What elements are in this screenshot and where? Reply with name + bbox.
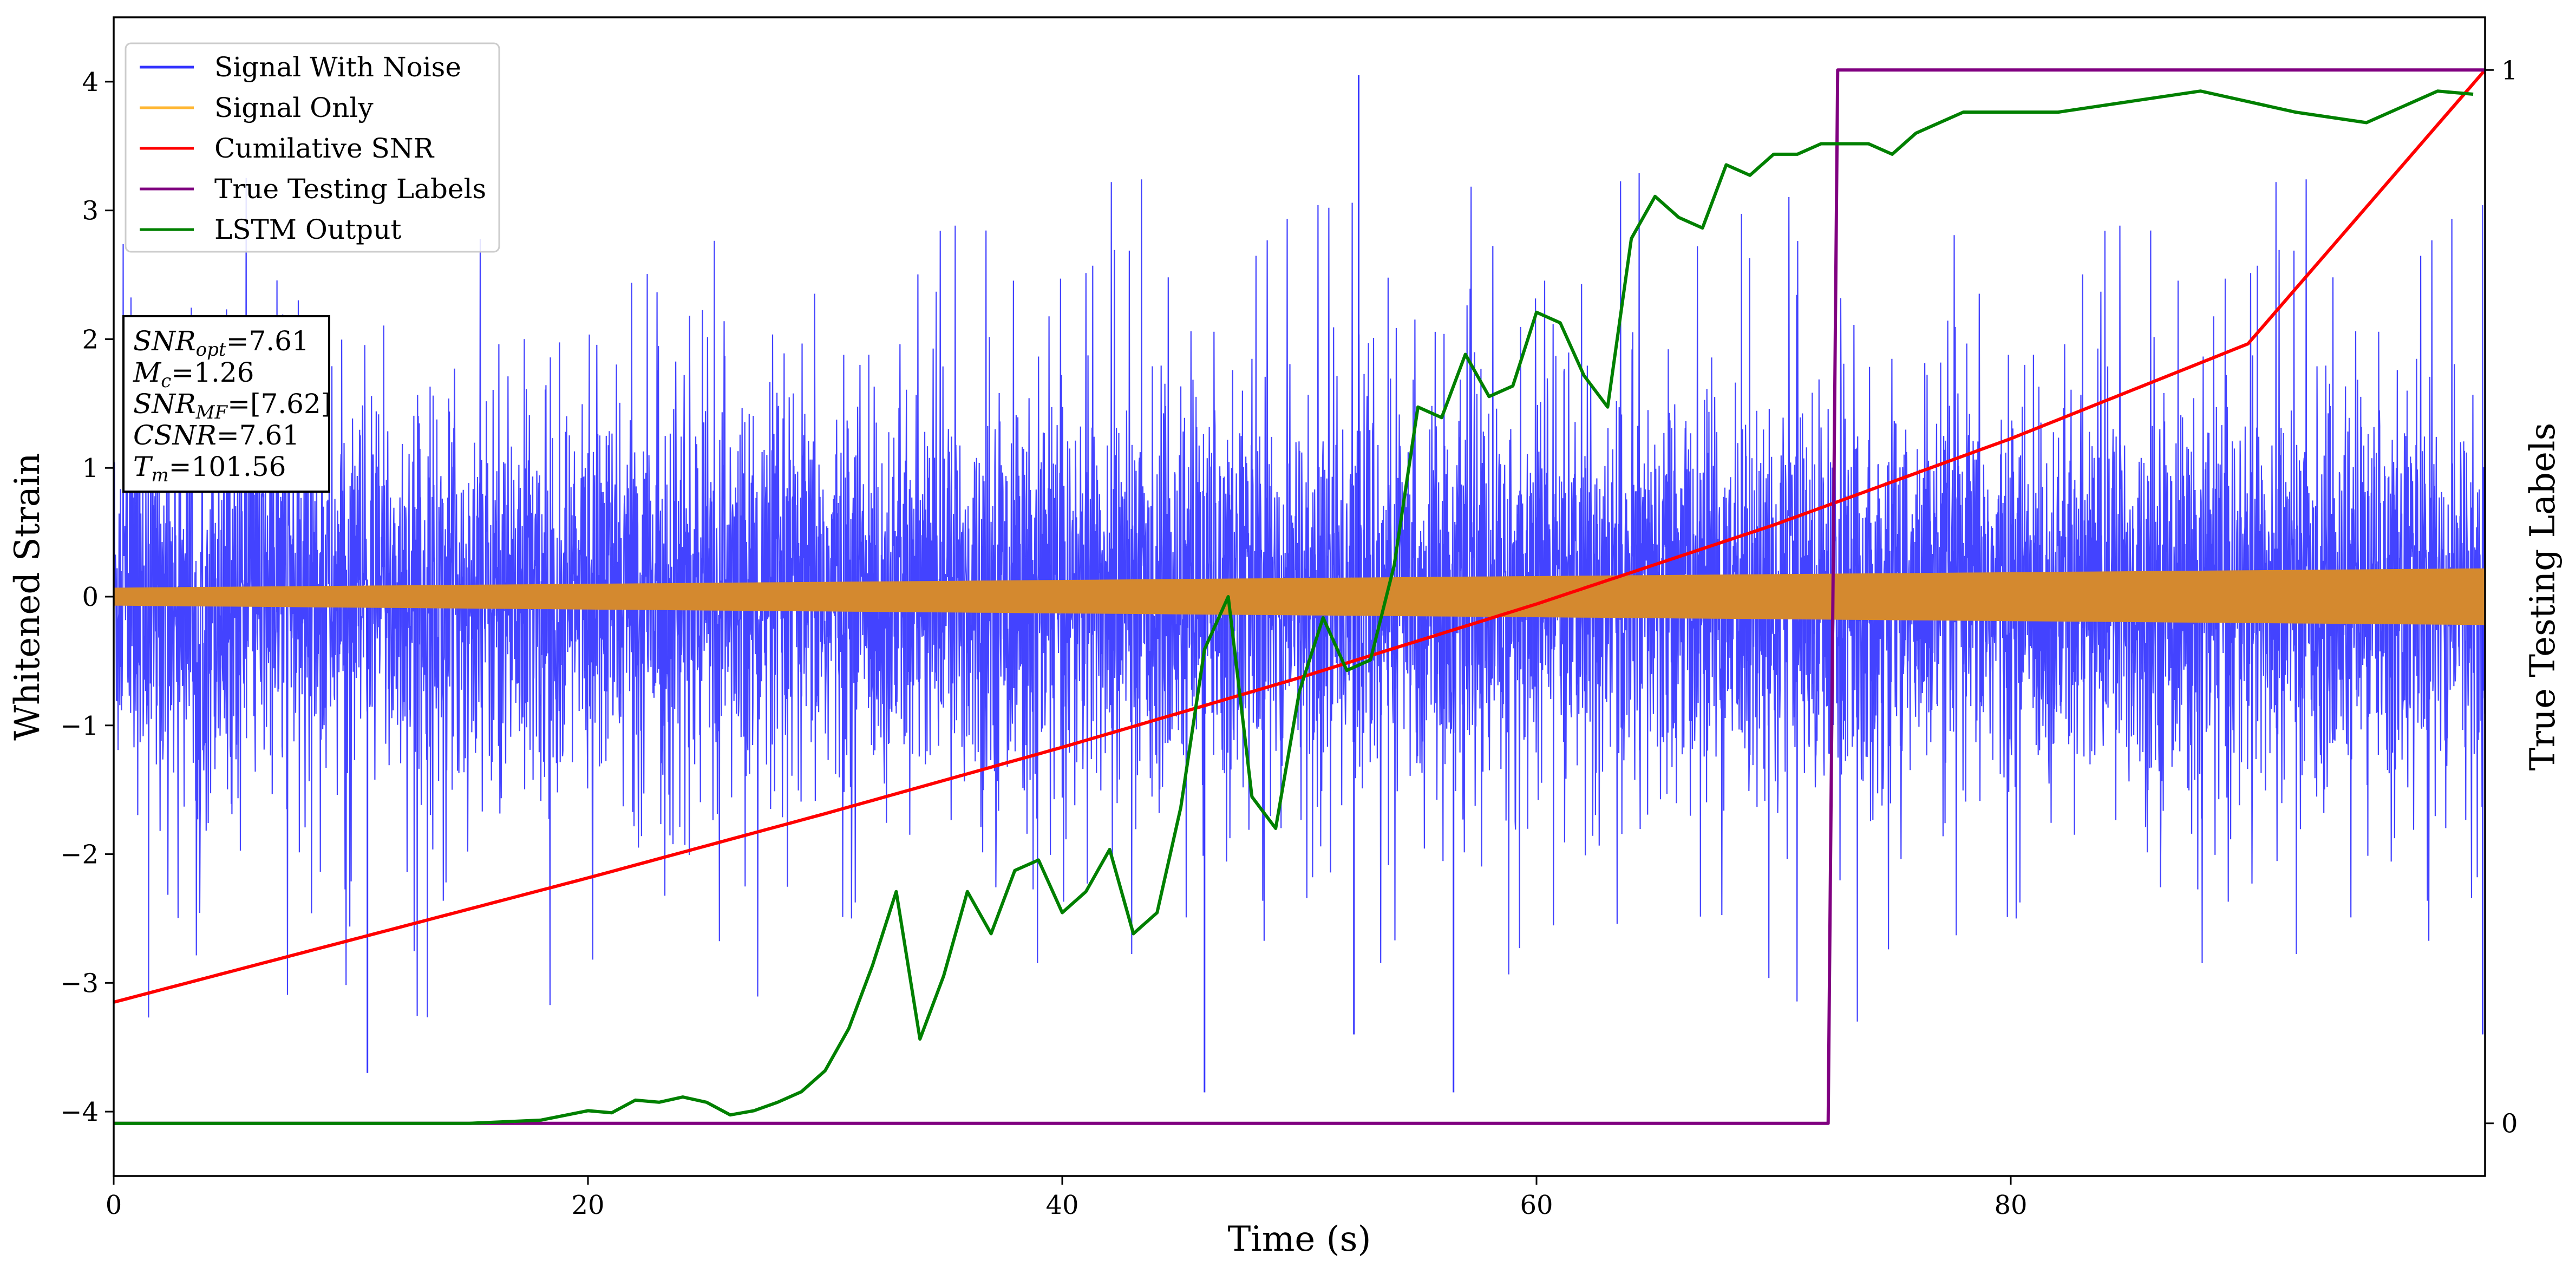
y-tick-label: 2 xyxy=(82,324,99,355)
info-line: Tm=101.56 xyxy=(133,451,286,486)
info-line: CSNR=7.61 xyxy=(133,420,299,451)
x-tick-label: 60 xyxy=(1520,1190,1553,1220)
x-tick-label: 0 xyxy=(106,1190,122,1220)
y2-tick-label: 0 xyxy=(2501,1109,2518,1139)
y-tick-label: −2 xyxy=(60,840,99,870)
signal-only-band xyxy=(114,568,2485,625)
y-axis-left: −4 −3 −2 −1 0 1 2 3 4 xyxy=(60,67,114,1127)
info-line: SNRopt=7.61 xyxy=(133,325,309,361)
legend-label: Signal With Noise xyxy=(214,51,461,83)
legend-label: Cumilative SNR xyxy=(214,133,434,164)
legend-label: Signal Only xyxy=(214,92,374,123)
y-tick-label: 3 xyxy=(82,196,99,226)
true-testing-labels-line xyxy=(114,68,2485,1125)
series-lines xyxy=(114,68,2485,1125)
y-tick-label: −1 xyxy=(60,711,99,741)
y2-tick-label: 1 xyxy=(2501,55,2518,86)
x-tick-label: 20 xyxy=(571,1190,604,1220)
y-tick-label: 4 xyxy=(82,67,99,97)
info-box: SNRopt=7.61Mc=1.26SNRMF=[7.62]CSNR=7.61T… xyxy=(122,315,331,493)
x-tick-label: 80 xyxy=(1994,1190,2027,1220)
y2-axis-label: True Testing Labels xyxy=(2523,423,2563,771)
x-tick-label: 40 xyxy=(1045,1190,1078,1220)
y-tick-label: 0 xyxy=(82,582,99,612)
legend-box xyxy=(125,42,500,253)
info-line: Mc=1.26 xyxy=(133,357,254,392)
signal-with-noise-line xyxy=(114,173,2485,1022)
legend-label: LSTM Output xyxy=(214,214,401,245)
x-axis-label: Time (s) xyxy=(1228,1219,1371,1259)
x-axis: 0 20 40 60 80 xyxy=(106,1176,2028,1220)
y-tick-label: −4 xyxy=(60,1097,99,1127)
y-tick-label: 1 xyxy=(82,453,99,484)
info-box-frame xyxy=(122,315,330,493)
cumulative-snr-line xyxy=(114,69,2485,1004)
series-signal-with-noise xyxy=(114,75,2485,1093)
info-line: SNRMF=[7.62] xyxy=(133,388,331,423)
legend-label: True Testing Labels xyxy=(214,173,486,205)
series-signal-only xyxy=(114,568,2485,625)
lstm-output-line xyxy=(114,89,2474,1125)
y-tick-label: −3 xyxy=(60,968,99,998)
y-axis-right: 01 xyxy=(2485,55,2518,1139)
y-axis-label: Whitened Strain xyxy=(8,453,48,740)
legend: Signal With Noise Signal Only Cumilative S… xyxy=(125,42,500,253)
